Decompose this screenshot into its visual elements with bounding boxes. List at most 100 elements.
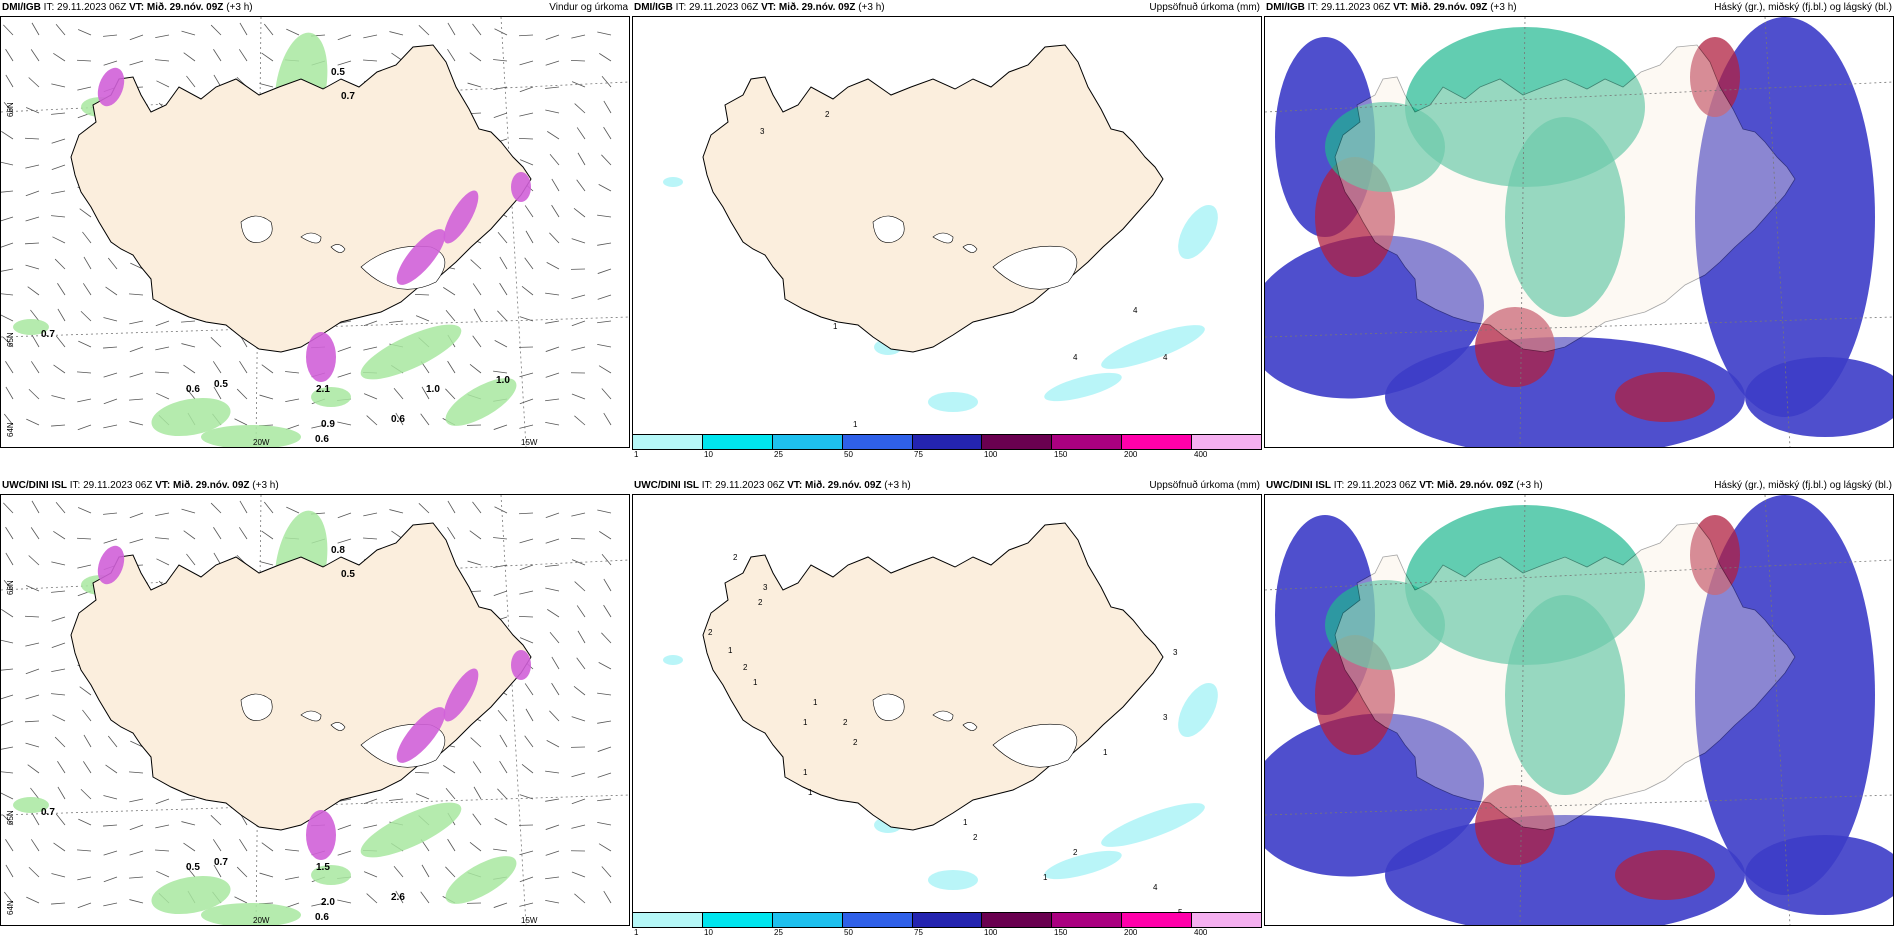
model-name: UWC/DINI ISL: [1266, 480, 1331, 491]
graticule: [1265, 495, 1893, 925]
colorbar-label: 150: [1054, 928, 1068, 937]
panel-title-left: UWC/DINI ISL IT: 29.11.2023 06Z VT: Mið.…: [634, 478, 911, 494]
wind-barb: [236, 388, 248, 400]
colorbar-swatch: [982, 913, 1053, 927]
wind-barb: [470, 737, 482, 748]
wind-barb: [259, 561, 274, 566]
wind-barb: [519, 902, 534, 907]
wind-barb: [545, 346, 560, 352]
precip-value-label: 1.0: [496, 375, 510, 386]
glacier: [330, 244, 346, 253]
glacier: [962, 244, 978, 253]
precip-cyan: [663, 97, 1218, 412]
high-cloud: [1325, 27, 1645, 317]
wind-barb: [76, 59, 92, 62]
wind-barb: [78, 818, 92, 826]
wind-barb: [601, 388, 612, 400]
wind-barb: [598, 183, 612, 192]
wind-barb: [576, 127, 586, 140]
wind-barb: [570, 59, 586, 62]
longitude-line: [500, 495, 527, 925]
wind-barb: [545, 538, 560, 544]
colorbar-swatch: [912, 913, 983, 927]
precip-value-label: 1: [1103, 748, 1108, 757]
colorbar-label: 75: [914, 928, 923, 937]
wind-barb: [79, 208, 92, 218]
colorbar-swatch: [842, 435, 913, 449]
precip-value-label: 0.6: [315, 434, 329, 445]
wind-barb: [54, 258, 66, 270]
wind-barb: [493, 59, 508, 62]
wind-barb: [363, 346, 378, 351]
wind-barb: [31, 334, 40, 348]
wind-barb: [129, 824, 144, 831]
wind-barb: [261, 530, 274, 540]
mid-cloud-area: [1690, 515, 1740, 595]
colorbar-swatch: [912, 435, 983, 449]
vt-label: VT:: [155, 480, 171, 491]
wind-barb: [519, 60, 534, 66]
wind-barb: [53, 364, 66, 374]
wind-barb: [519, 86, 534, 93]
wind-barb: [447, 360, 456, 374]
wind-barb: [103, 850, 118, 856]
wind-barb: [51, 112, 66, 115]
wind-barb: [493, 370, 508, 374]
wind-barb: [545, 109, 560, 114]
colorbar-swatch: [772, 435, 843, 449]
wind-barb: [26, 418, 40, 426]
wind-barb: [421, 386, 430, 400]
wind-barb: [576, 657, 586, 670]
colorbar-label: 100: [984, 450, 998, 459]
low-cloud-area: [1695, 17, 1875, 417]
wind-barb: [1, 130, 14, 140]
precip-value-label: 2: [973, 833, 978, 842]
wind-barb: [545, 34, 560, 41]
wind-barb: [519, 316, 534, 322]
colorbar-label: 10: [704, 928, 713, 937]
precip-value-label: 4: [1133, 306, 1138, 315]
wind-barb: [263, 501, 274, 514]
wind-barb: [103, 317, 118, 322]
wind-barb: [493, 424, 508, 430]
colorbar-label: 400: [1194, 450, 1208, 459]
precip-green-area: [13, 319, 49, 335]
wind-barb: [239, 500, 248, 514]
wind-barb: [155, 59, 170, 62]
it-label: IT:: [1307, 2, 1319, 13]
wind-barb: [519, 564, 534, 571]
panel-header: DMI/IGB IT: 29.11.2023 06Z VT: Mið. 29.n…: [632, 0, 1262, 16]
wind-barb: [524, 683, 534, 696]
wind-barb: [103, 538, 118, 544]
map-frame: 3 2 1 4 4 4 1: [632, 16, 1262, 448]
wind-barb: [519, 637, 534, 644]
panel-title-right: Háský (gr.), miðský (fj.bl.) og lágský (…: [1714, 480, 1892, 491]
wind-barb: [259, 83, 274, 88]
precip-value-label: 1: [963, 818, 968, 827]
it-label: IT:: [69, 480, 81, 491]
wind-barb: [519, 850, 534, 856]
wind-barb: [571, 34, 586, 39]
wind-barb: [155, 346, 170, 351]
wind-barb: [3, 579, 14, 592]
wind-barb: [129, 899, 144, 904]
wind-barb: [574, 581, 586, 592]
wind-barb: [130, 262, 144, 270]
wind-barb: [28, 866, 40, 878]
precip-value-label: 0.5: [214, 379, 228, 390]
wind-barb: [103, 876, 118, 883]
wind-barb: [181, 798, 196, 801]
precip-value-label: 1.5: [316, 862, 330, 873]
wind-barb: [337, 34, 352, 41]
wind-barb: [493, 564, 508, 568]
wind-barb: [183, 52, 196, 62]
it-label: IT:: [701, 480, 713, 491]
precip-value-label: 2: [1073, 848, 1078, 857]
wind-barb: [155, 537, 170, 540]
precip-value-label: 2: [708, 628, 713, 637]
wind-barb: [57, 308, 66, 322]
wind-barb: [545, 770, 560, 774]
panel-title-left: UWC/DINI ISL IT: 29.11.2023 06Z VT: Mið.…: [2, 478, 279, 494]
colorbar-swatch: [633, 913, 703, 927]
wind-barb: [420, 891, 430, 904]
